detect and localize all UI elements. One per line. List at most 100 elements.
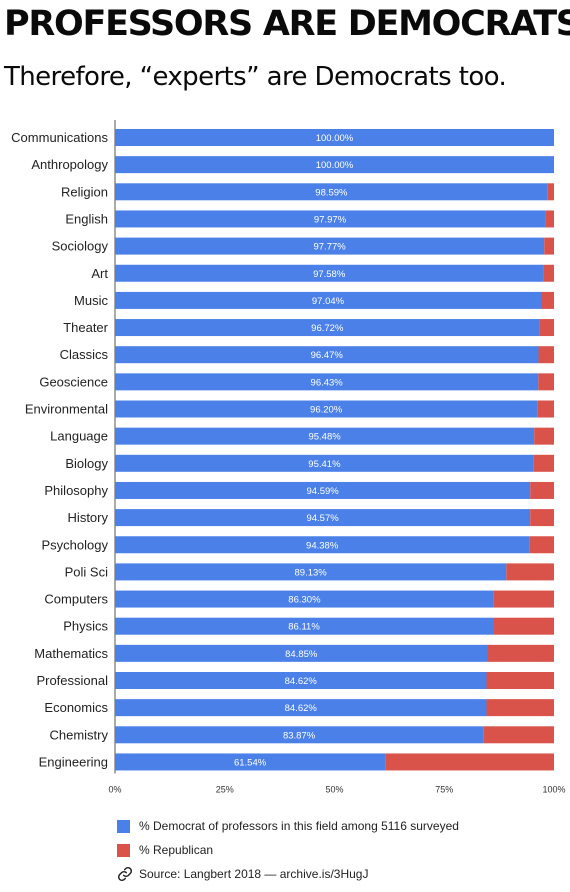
category-label-religion: Religion [61,184,108,199]
bar-democrat-geoscience [115,373,539,391]
bar-republican-mathematics [487,644,554,662]
bar-republican-art [543,264,554,282]
bar-republican-economics [486,699,554,717]
value-label-anthropology: 100.00% [316,160,354,171]
value-label-history: 94.57% [306,513,339,524]
x-tick-label-25: 25% [216,784,234,794]
value-label-mathematics: 84.85% [285,649,318,660]
category-label-mathematics: Mathematics [34,646,108,661]
category-label-philosophy: Philosophy [44,483,108,498]
bar-republican-poli-sci [506,563,554,581]
value-label-english: 97.97% [314,214,347,225]
value-label-sociology: 97.77% [313,242,346,253]
value-label-professional: 84.62% [285,676,318,687]
stacked-bar-chart: Communications Anthropology Religion Englis… [11,120,566,794]
category-label-classics: Classics [60,347,109,362]
bar-democrat-psychology [115,536,530,554]
value-label-theater: 96.72% [311,323,344,334]
x-tick-label-50: 50% [325,784,343,794]
category-label-psychology: Psychology [42,537,109,552]
bar-democrat-english [115,210,546,228]
bar-republican-engineering [385,753,554,771]
value-label-poli-sci: 89.13% [295,567,328,578]
bar-republican-professional [486,672,554,689]
bar-republican-philosophy [530,481,554,499]
source-line: Source: Langbert 2018 — archive.is/3HugJ [117,864,459,884]
category-label-geoscience: Geoscience [39,374,108,389]
bar-democrat-biology [115,454,534,472]
bar-democrat-anthropology [115,156,554,174]
bar-democrat-sociology [115,237,545,255]
bar-republican-music [541,291,554,309]
category-label-art: Art [91,266,108,281]
category-label-economics: Economics [44,700,108,715]
legend-item-democrat: % Democrat of professors in this field a… [117,816,459,836]
category-label-poli-sci: Poli Sci [65,564,108,579]
legend: % Democrat of professors in this field a… [117,816,459,884]
bar-republican-history [530,509,554,527]
bar-democrat-religion [115,183,548,201]
category-label-history: History [68,510,109,525]
category-label-engineering: Engineering [39,754,108,769]
category-label-english: English [65,211,108,226]
category-label-language: Language [50,429,108,444]
category-label-computers: Computers [44,592,108,607]
value-label-economics: 84.62% [285,703,318,714]
category-label-professional: Professional [36,673,108,688]
category-label-environmental: Environmental [25,402,108,417]
value-label-physics: 86.11% [288,622,320,633]
bar-democrat-theater [115,319,540,337]
bar-democrat-computers [115,590,494,608]
category-label-biology: Biology [65,456,108,471]
category-label-theater: Theater [63,320,108,335]
bar-republican-environmental [537,400,554,418]
category-label-communications: Communications [11,130,108,145]
value-label-group: 100.00% 100.00% 98.59% 97.97% 97.77% 97.58% 97… [234,133,354,768]
bar-republican-physics [493,617,554,635]
bar-democrat-communications [115,129,554,146]
bar-democrat-history [115,509,531,527]
bar-republican-english [545,210,554,228]
value-label-religion: 98.59% [315,187,348,198]
bar-republican-computers [493,590,554,608]
value-label-classics: 96.47% [311,350,344,361]
category-label-sociology: Sociology [52,239,109,254]
bar-republican-sociology [544,237,554,255]
bar-democrat-mathematics [115,644,488,662]
value-label-geoscience: 96.43% [311,377,344,388]
value-label-computers: 86.30% [288,595,321,606]
bar-democrat-economics [115,699,487,717]
legend-swatch-democrat [117,819,130,833]
bar-democrat-classics [115,346,539,364]
bar-democrat-professional [115,672,487,689]
bar-republican-psychology [529,536,554,554]
x-axis-tick-group: 0% 25% 50% 75% 100% [108,784,565,794]
bar-group [115,129,554,771]
x-tick-label-75: 75% [435,784,453,794]
value-label-engineering: 61.54% [234,757,267,768]
legend-label-democrat: % Democrat of professors in this field a… [139,819,459,833]
value-label-psychology: 94.38% [306,540,339,551]
x-tick-label-0: 0% [108,784,121,794]
chart-subtitle: Therefore, “experts” are Democrats too. [4,62,507,92]
bar-democrat-philosophy [115,481,531,499]
bar-democrat-engineering [115,753,386,771]
category-label-group: Communications Anthropology Religion Englis… [11,130,108,769]
bar-democrat-chemistry [115,726,484,744]
value-label-environmental: 96.20% [310,405,343,416]
bar-democrat-music [115,291,542,309]
bar-democrat-physics [115,617,494,635]
category-label-anthropology: Anthropology [31,157,108,172]
category-label-music: Music [74,293,108,308]
category-label-chemistry: Chemistry [49,727,108,742]
value-label-biology: 95.41% [308,459,341,470]
value-label-communications: 100.00% [316,133,354,144]
legend-item-republican: % Republican [117,840,459,860]
bar-democrat-environmental [115,400,538,418]
value-label-art: 97.58% [313,269,346,280]
value-label-philosophy: 94.59% [307,486,340,497]
bar-democrat-language [115,427,535,445]
category-label-physics: Physics [63,619,108,634]
value-label-music: 97.04% [312,296,345,307]
bar-republican-language [534,427,554,445]
